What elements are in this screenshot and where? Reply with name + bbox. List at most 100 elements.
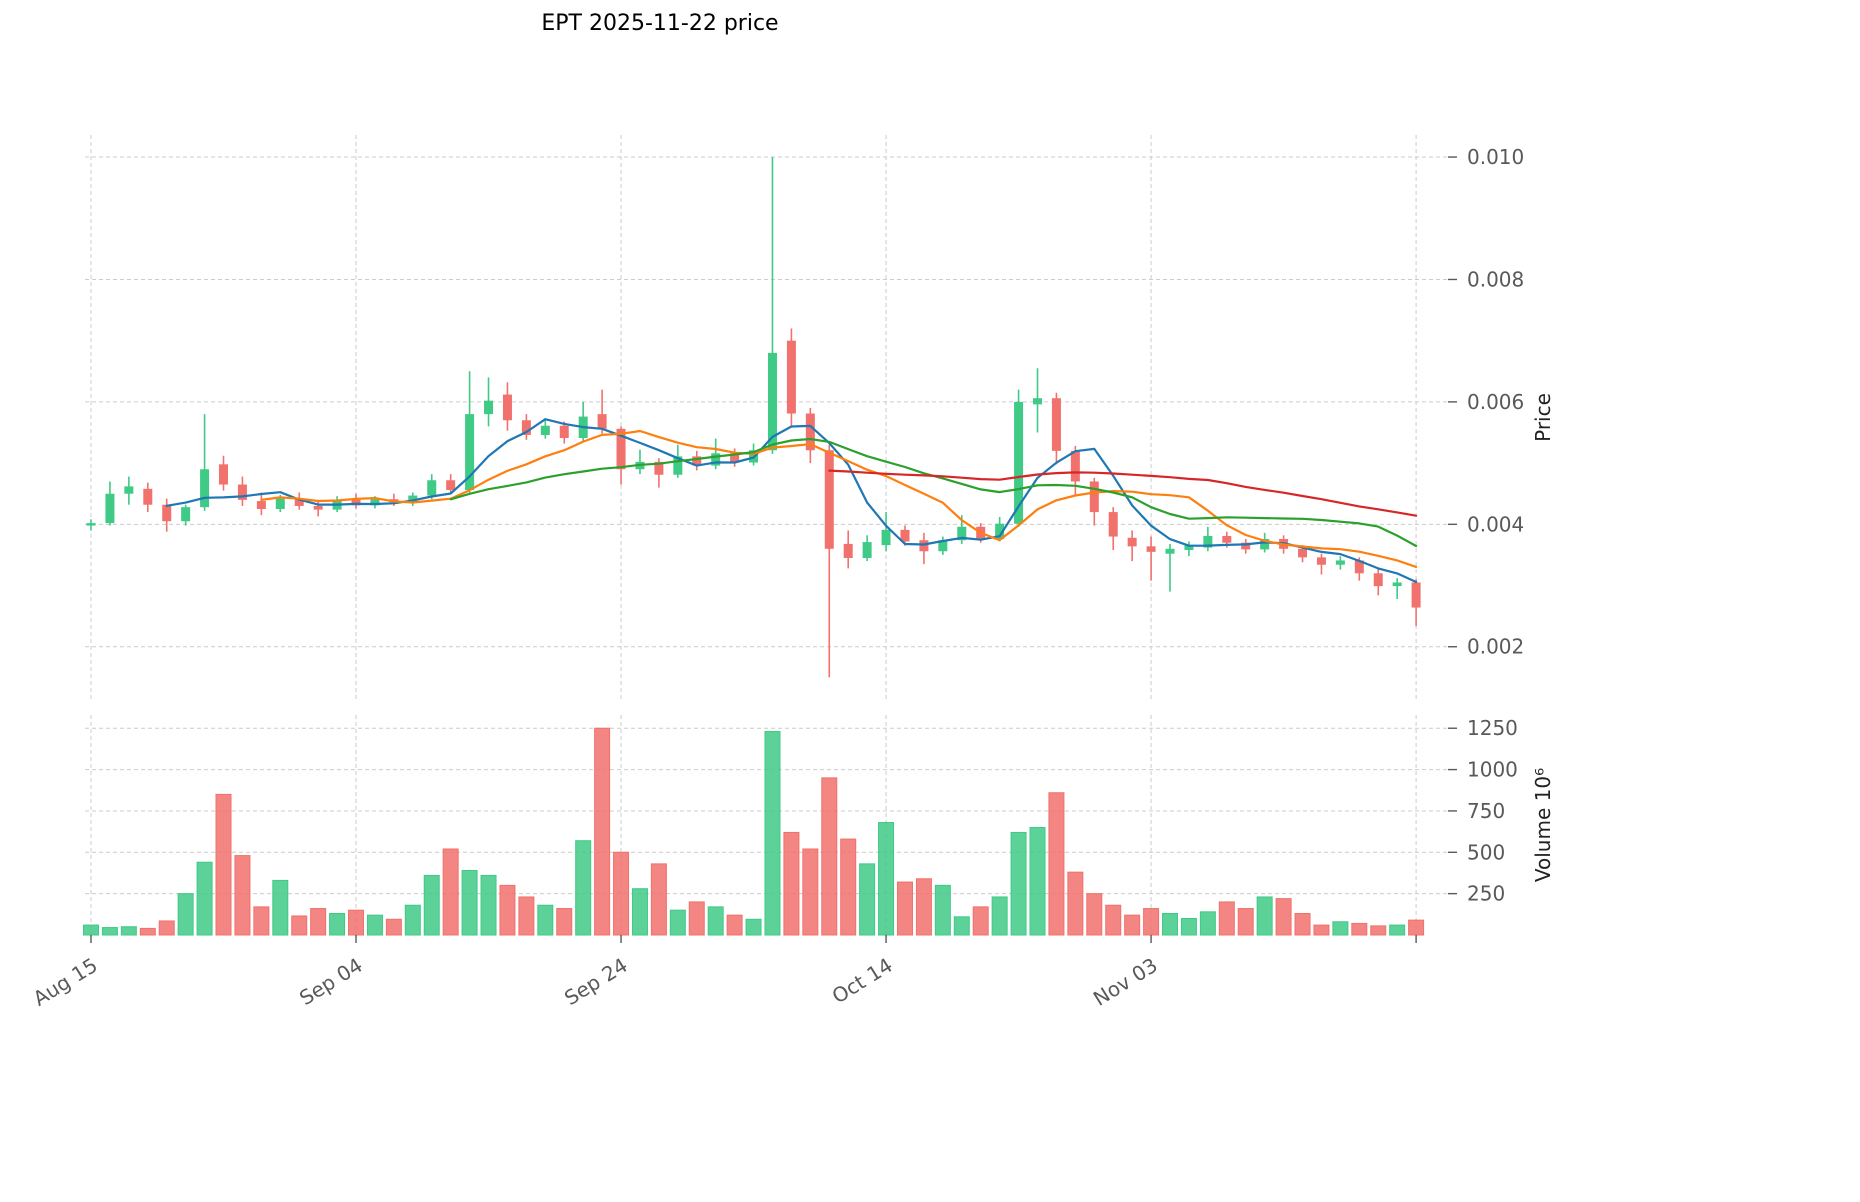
- candle-body: [767, 352, 777, 451]
- volume-bar: [253, 906, 270, 936]
- candle-body: [881, 529, 891, 546]
- volume-bar: [991, 896, 1008, 936]
- volume-bar: [139, 927, 156, 936]
- volume-bar: [1048, 792, 1065, 936]
- volume-bar: [821, 777, 838, 936]
- candle-body: [521, 420, 531, 435]
- volume-bar: [972, 906, 989, 936]
- x-tick-label: Sep 24: [560, 953, 632, 1010]
- candle-body: [1070, 450, 1080, 482]
- candle-body: [502, 394, 512, 421]
- volume-bar: [1237, 908, 1254, 936]
- volume-bar: [158, 920, 175, 936]
- candle-body: [995, 523, 1005, 540]
- volume-bar: [613, 851, 630, 936]
- volume-bar: [953, 916, 970, 936]
- volume-bar: [1124, 914, 1141, 936]
- volume-tick-label: 1250: [1467, 716, 1518, 740]
- volume-bar: [1275, 898, 1292, 936]
- candle-body: [900, 529, 910, 542]
- candle-body: [1392, 582, 1402, 587]
- candle-body: [616, 428, 626, 470]
- volume-bar: [878, 822, 895, 936]
- volume-bar: [575, 840, 592, 936]
- volume-bar: [859, 863, 876, 936]
- volume-bar: [764, 731, 781, 936]
- candle-body: [1203, 535, 1213, 548]
- volume-bar: [215, 793, 232, 936]
- x-tick-label: Sep 04: [295, 953, 367, 1010]
- volume-bar: [783, 831, 800, 936]
- volume-bar: [329, 912, 346, 936]
- candle-body: [1335, 560, 1345, 565]
- candle-body: [181, 507, 191, 522]
- volume-bar: [499, 884, 516, 936]
- candle-body: [162, 504, 172, 522]
- ma-line-sma40: [828, 469, 1418, 517]
- volume-bar: [1105, 904, 1122, 936]
- candle-body: [692, 456, 702, 466]
- volume-bar: [177, 893, 194, 936]
- price-axis-ticks: 0.002 0.004 0.006 0.008 0.010: [1448, 145, 1524, 659]
- volume-bar: [1029, 826, 1046, 936]
- volume-bar: [196, 861, 213, 936]
- x-tick-label: Nov 03: [1089, 953, 1162, 1011]
- volume-tick-label: 500: [1467, 840, 1505, 864]
- volume-axis-label: Volume 10⁶: [1531, 768, 1555, 882]
- x-tick-label: Oct 14: [828, 953, 897, 1009]
- volume-bar: [1389, 924, 1406, 936]
- volume-bar: [83, 924, 99, 936]
- candle-body: [1241, 542, 1251, 550]
- x-axis-ticks: Aug 15 Sep 04 Sep 24 Oct 14 Nov 03: [29, 935, 1417, 1011]
- volume-bar: [915, 878, 932, 936]
- volume-bar: [120, 926, 137, 936]
- volume-bar: [366, 914, 383, 936]
- volume-bar: [1162, 912, 1179, 936]
- candle-body: [597, 414, 607, 429]
- candle-body: [1373, 573, 1383, 587]
- volume-bar: [556, 908, 573, 936]
- volume-bar: [934, 884, 951, 936]
- volume-bar: [404, 904, 421, 936]
- volume-bar: [234, 855, 251, 936]
- candle-body: [1051, 398, 1061, 451]
- chart-title: EPT 2025-11-22 price: [541, 11, 778, 36]
- candle-body: [843, 543, 853, 558]
- candle-body: [237, 484, 247, 500]
- candle-body: [862, 542, 872, 558]
- volume-bar: [1351, 922, 1368, 936]
- volume-bar: [442, 848, 459, 936]
- volume-bar: [896, 881, 913, 936]
- volume-bars-layer: [83, 727, 1425, 936]
- ma-lines-layer: [165, 418, 1418, 584]
- price-tick-label: 0.006: [1467, 390, 1524, 414]
- candle-body: [730, 453, 740, 463]
- candle-body: [540, 425, 550, 435]
- candle-body: [86, 523, 96, 526]
- volume-bar: [745, 918, 762, 936]
- volume-bar: [272, 879, 289, 936]
- candle-body: [1354, 560, 1364, 574]
- volume-bar: [518, 896, 535, 936]
- volume-bar: [310, 908, 327, 936]
- volume-bar: [802, 848, 819, 936]
- price-axis-label: Price: [1531, 393, 1555, 442]
- price-tick-label: 0.008: [1467, 267, 1524, 291]
- candle-body: [559, 425, 569, 439]
- volume-bar: [291, 915, 308, 936]
- candle-body: [143, 488, 153, 505]
- candle-body: [1184, 545, 1194, 551]
- volume-bar: [1294, 912, 1311, 936]
- price-tick-label: 0.002: [1467, 635, 1524, 659]
- volume-bar: [101, 927, 118, 936]
- volume-bar: [1010, 831, 1027, 936]
- candle-body: [1316, 557, 1326, 565]
- volume-bar: [1180, 917, 1197, 936]
- price-tick-label: 0.004: [1467, 512, 1524, 536]
- volume-tick-label: 250: [1467, 882, 1505, 906]
- candle-body: [786, 340, 796, 414]
- candle-body: [427, 480, 437, 496]
- ma-line-sma20: [449, 437, 1418, 548]
- volume-bar: [840, 838, 857, 936]
